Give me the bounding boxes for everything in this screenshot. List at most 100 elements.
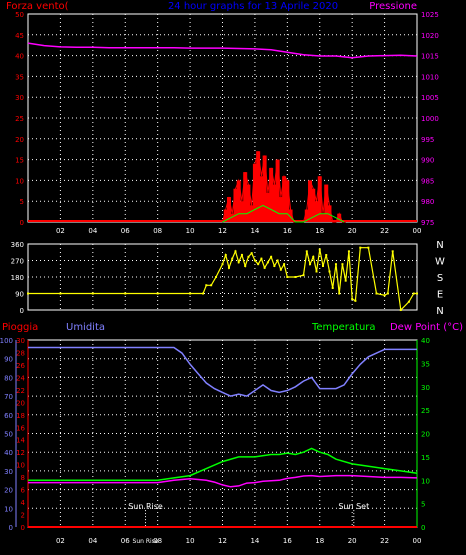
rain-tick-label: 2 bbox=[21, 512, 25, 520]
rain-tick-label: 10 bbox=[16, 462, 25, 470]
x-tick-label: 14 bbox=[250, 537, 259, 545]
wind-direction-point bbox=[359, 246, 362, 249]
humidity-tick-label: 50 bbox=[4, 431, 13, 439]
x-tick-label: 04 bbox=[88, 537, 97, 545]
wind-direction-point bbox=[283, 263, 286, 266]
wind-direction-point bbox=[231, 257, 234, 260]
x-tick-label: 10 bbox=[186, 227, 195, 235]
humidity-line bbox=[28, 346, 417, 397]
humidity-tick-label: 20 bbox=[4, 487, 13, 495]
wind-direction-point bbox=[257, 263, 260, 266]
wind-direction-point bbox=[334, 263, 337, 266]
temperature-axis-label: Temperatura bbox=[311, 322, 376, 333]
x-tick-label: 20 bbox=[348, 537, 357, 545]
wind-pressure-panel: 0510152025303540455097598098599099510001… bbox=[15, 11, 439, 235]
wind-tick-label: 40 bbox=[15, 53, 24, 61]
x-tick-label: 04 bbox=[88, 227, 97, 235]
wind-direction-point bbox=[416, 292, 418, 295]
wind-tick-label: 0 bbox=[20, 219, 24, 227]
wind-average-line bbox=[222, 204, 345, 223]
humidity-tick-label: 100 bbox=[0, 337, 13, 345]
wind-tick-label: 5 bbox=[20, 198, 24, 206]
wind-direction-point bbox=[318, 248, 321, 251]
wind-direction-point bbox=[347, 250, 350, 253]
humidity-tick-label: 90 bbox=[4, 356, 13, 364]
temperature-tick-label: 25 bbox=[421, 407, 430, 415]
rain-tick-label: 28 bbox=[16, 349, 25, 357]
compass-label: N bbox=[436, 240, 443, 251]
wind-direction-point bbox=[367, 246, 370, 249]
compass-label: E bbox=[437, 290, 443, 301]
wind-direction-point bbox=[309, 263, 312, 266]
compass-label: W bbox=[435, 257, 445, 268]
wind-direction-point bbox=[221, 263, 224, 266]
rain-tick-label: 12 bbox=[16, 449, 25, 457]
wind-direction-point bbox=[344, 279, 347, 282]
wind-direction-point bbox=[273, 265, 276, 267]
temperature-tick-label: 10 bbox=[421, 477, 430, 485]
x-tick-label: 00 bbox=[413, 227, 422, 235]
x-tick-label: 22 bbox=[380, 537, 389, 545]
x-tick-label: 06 bbox=[121, 537, 130, 545]
wind-direction-point bbox=[331, 287, 334, 289]
x-tick-label: 02 bbox=[56, 227, 65, 235]
x-tick-label: 16 bbox=[283, 227, 292, 235]
wind-direction-point bbox=[338, 292, 341, 295]
pressure-tick-label: 1025 bbox=[421, 11, 439, 19]
wind-direction-point bbox=[383, 294, 386, 297]
wind-tick-label: 30 bbox=[15, 94, 24, 102]
rain-axis-label: Pioggia bbox=[2, 322, 38, 333]
wind-direction-point bbox=[247, 255, 250, 258]
pressure-tick-label: 1015 bbox=[421, 53, 439, 61]
rain-tick-label: 20 bbox=[16, 399, 25, 407]
dewpoint-line bbox=[28, 474, 418, 488]
wind-direction-point bbox=[27, 292, 29, 295]
humidity-tick-label: 0 bbox=[9, 524, 13, 532]
wind-direction-point bbox=[205, 284, 208, 287]
direction-tick-label: 0 bbox=[20, 307, 24, 315]
wind-direction-point bbox=[253, 259, 256, 262]
wind-direction-point bbox=[312, 255, 315, 258]
wind-direction-point bbox=[156, 292, 159, 295]
wind-direction-point bbox=[240, 254, 243, 256]
pressure-tick-label: 995 bbox=[421, 136, 434, 144]
humidity-tick-label: 60 bbox=[4, 412, 13, 420]
direction-tick-label: 360 bbox=[11, 241, 24, 249]
humidity-tick-label: 10 bbox=[4, 505, 13, 513]
wind-tick-label: 15 bbox=[15, 157, 24, 165]
x-tick-label: 10 bbox=[186, 537, 195, 545]
humidity-tick-label: 40 bbox=[4, 449, 13, 457]
wind-direction-point bbox=[321, 265, 324, 267]
wind-tick-label: 10 bbox=[15, 177, 24, 185]
humidity-tick-label: 30 bbox=[4, 468, 13, 476]
x-tick-label: 18 bbox=[315, 227, 324, 235]
wind-direction-point bbox=[351, 298, 354, 300]
wind-direction-point bbox=[260, 257, 263, 260]
pressure-line bbox=[27, 42, 418, 59]
wind-direction-point bbox=[276, 259, 279, 262]
x-tick-label: 08 bbox=[153, 227, 162, 235]
wind-direction-point bbox=[386, 292, 389, 295]
wind-direction-point bbox=[407, 300, 410, 303]
pressure-tick-label: 1010 bbox=[421, 73, 439, 81]
temperature-tick-label: 5 bbox=[421, 501, 425, 509]
wind-direction-point bbox=[244, 265, 247, 267]
wind-tick-label: 25 bbox=[15, 115, 24, 123]
wind-direction-point bbox=[266, 261, 269, 264]
rain-tick-label: 4 bbox=[21, 499, 26, 507]
wind-direction-point bbox=[215, 276, 218, 278]
wind-direction-point bbox=[305, 250, 308, 253]
wind-gust-line bbox=[222, 151, 346, 223]
wind-tick-label: 35 bbox=[15, 73, 24, 81]
rain-tick-label: 16 bbox=[16, 424, 25, 432]
dewpoint-axis-label: Dew Point (°C) bbox=[390, 322, 463, 333]
x-tick-label: 20 bbox=[348, 227, 357, 235]
wind-direction-point bbox=[202, 292, 205, 295]
wind-tick-label: 20 bbox=[15, 136, 24, 144]
wind-direction-point bbox=[399, 309, 402, 311]
pressure-axis-label: Pressione bbox=[369, 1, 417, 12]
rain-tick-label: 14 bbox=[16, 437, 25, 445]
pressure-tick-label: 1005 bbox=[421, 94, 439, 102]
wind-direction-point bbox=[250, 252, 253, 255]
